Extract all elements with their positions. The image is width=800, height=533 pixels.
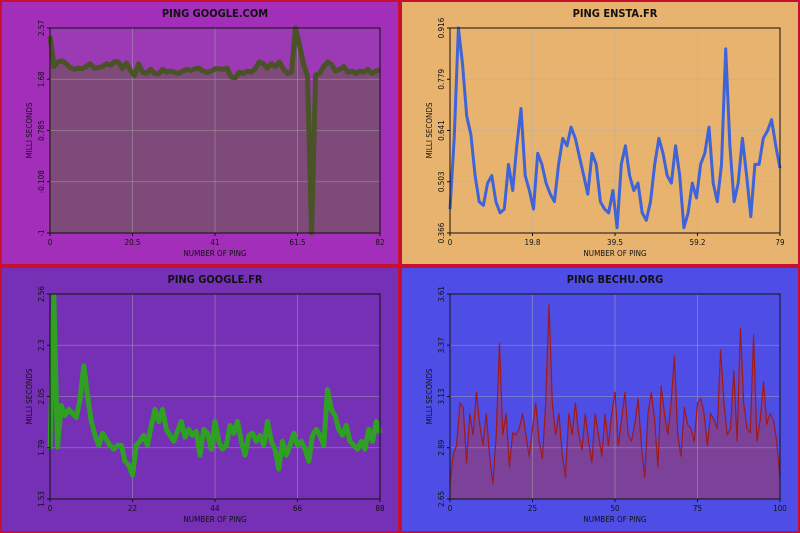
- series-line: [47, 293, 383, 478]
- chart-title: PING BECHU.ORG: [567, 273, 664, 286]
- chart-svg: PING ENSTA.FR 0 19.8 39.5 59.2 79 0.366 0.503 0.…: [425, 7, 785, 258]
- x-tick-label: 39.5: [607, 238, 623, 247]
- chart-title: PING GOOGLE.COM: [162, 7, 268, 20]
- x-tick-label: 0: [448, 238, 453, 247]
- x-tick-label: 19.8: [524, 238, 540, 247]
- x-tick-label: 82: [375, 238, 384, 247]
- chart-svg: PING BECHU.ORG 0 25 50 75 100 2.65 2.89 3.13 3.37…: [425, 273, 787, 524]
- chart-svg: PING GOOGLE.COM 0 20.5 41 61.5 82 -1 -0.108 0.78…: [25, 7, 385, 258]
- x-tick-label: 88: [375, 504, 385, 513]
- y-axis-label: MILLI SECONDS: [25, 368, 34, 424]
- y-tick-label: 2.3: [37, 340, 46, 351]
- x-tick-label: 79: [775, 238, 785, 247]
- y-tick-label: 2.57: [37, 20, 46, 36]
- x-axis-label: NUMBER OF PING: [583, 249, 646, 258]
- x-tick-label: 75: [693, 504, 702, 513]
- chart-panel-google-fr: PING GOOGLE.FR 0 22 44 66 88 1.53 1.79 2.05 2.3 2.…: [0, 266, 400, 533]
- y-tick-label: 1.53: [37, 491, 46, 507]
- y-tick-label: -1: [37, 229, 46, 236]
- x-tick-label: 20.5: [124, 238, 140, 247]
- y-tick-label: 0.916: [437, 17, 446, 38]
- y-tick-label: 0.641: [437, 120, 446, 141]
- y-axis-label: MILLI SECONDS: [25, 102, 34, 158]
- y-tick-label: 1.68: [37, 71, 46, 87]
- x-tick-label: 0: [48, 504, 53, 513]
- x-axis-label: NUMBER OF PING: [183, 249, 246, 258]
- x-tick-label: 25: [528, 504, 537, 513]
- y-tick-label: 0.503: [437, 171, 446, 192]
- y-tick-label: 3.37: [437, 337, 446, 353]
- x-tick-label: 66: [293, 504, 303, 513]
- y-tick-label: 2.89: [437, 439, 446, 455]
- y-axis-label: MILLI SECONDS: [425, 102, 434, 158]
- chart-panel-ensta-fr: PING ENSTA.FR 0 19.8 39.5 59.2 79 0.366 0.503 0.…: [400, 0, 800, 266]
- x-tick-label: 0: [48, 238, 53, 247]
- x-tick-label: 22: [128, 504, 137, 513]
- chart-svg: PING GOOGLE.FR 0 22 44 66 88 1.53 1.79 2.05 2.3 2.…: [25, 273, 385, 524]
- y-tick-label: 2.65: [437, 491, 446, 507]
- y-tick-label: 0.785: [37, 120, 46, 141]
- x-tick-label: 100: [773, 504, 787, 513]
- x-tick-label: 0: [448, 504, 453, 513]
- y-tick-label: 2.56: [37, 286, 46, 302]
- x-axis-label: NUMBER OF PING: [183, 515, 246, 524]
- y-tick-label: -0.108: [37, 170, 46, 194]
- x-tick-label: 59.2: [689, 238, 705, 247]
- y-tick-label: 0.366: [437, 222, 446, 243]
- y-tick-label: 0.779: [437, 69, 446, 90]
- x-axis-label: NUMBER OF PING: [583, 515, 646, 524]
- chart-title: PING ENSTA.FR: [573, 7, 658, 20]
- y-axis-label: MILLI SECONDS: [425, 368, 434, 424]
- chart-panel-bechu-org: PING BECHU.ORG 0 25 50 75 100 2.65 2.89 3.13 3.37…: [400, 266, 800, 533]
- y-tick-label: 3.61: [437, 286, 446, 302]
- series-line: [448, 26, 782, 230]
- y-tick-label: 3.13: [437, 388, 446, 404]
- y-tick-label: 2.05: [37, 388, 46, 404]
- x-tick-label: 41: [210, 238, 219, 247]
- x-tick-label: 61.5: [289, 238, 305, 247]
- x-tick-label: 50: [610, 504, 620, 513]
- chart-title: PING GOOGLE.FR: [167, 273, 262, 286]
- series-line: [47, 25, 382, 236]
- series-line: [449, 304, 781, 485]
- x-tick-label: 44: [210, 504, 220, 513]
- chart-panel-google-com: PING GOOGLE.COM 0 20.5 41 61.5 82 -1 -0.108 0.78…: [0, 0, 400, 266]
- y-tick-label: 1.79: [37, 439, 46, 455]
